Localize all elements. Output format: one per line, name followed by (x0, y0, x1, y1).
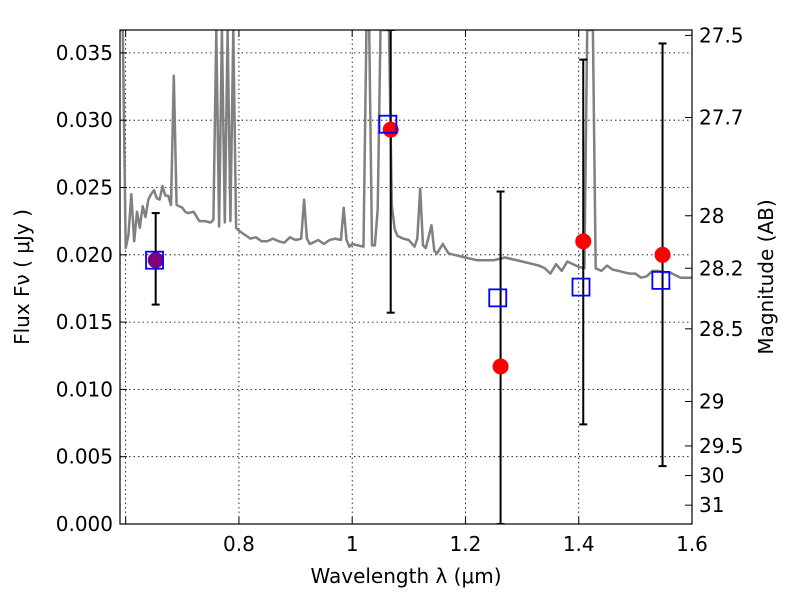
model-point (378, 114, 398, 134)
model-point (145, 250, 164, 270)
observed-point (492, 358, 509, 375)
y-tick-label: 0.000 (56, 512, 113, 536)
y-tick-label: 0.035 (56, 41, 113, 65)
y2-tick-label: 29.5 (699, 434, 744, 458)
x-axis-label: Wavelength λ (μm) (310, 564, 501, 588)
plot-area (120, 30, 692, 524)
y2-tick-label: 30 (699, 464, 724, 488)
y-tick-label: 0.005 (56, 445, 113, 469)
y-tick-label: 0.030 (56, 108, 113, 132)
axes: 0.8 1 1.2 1.4 1.6 0.000 0.005 0.010 0.015 0.020 0.… (56, 23, 744, 556)
model-point (651, 270, 671, 290)
y2-tick-label: 31 (699, 493, 724, 517)
y-tick-label: 0.025 (56, 175, 113, 199)
y2-tick-label: 27.5 (699, 23, 744, 47)
y2-tick-label: 28 (699, 204, 724, 228)
grid (120, 30, 693, 525)
y2-tick-label: 29 (699, 390, 724, 414)
y2-tick-label: 28.2 (699, 256, 744, 280)
y-tick-label: 0.010 (56, 377, 113, 401)
sed-line (120, 30, 692, 279)
observed-point (575, 233, 592, 250)
x-tick-label: 0.8 (223, 532, 255, 556)
observed-point (654, 246, 671, 263)
y-tick-label: 0.015 (56, 310, 113, 334)
model-point (488, 288, 508, 308)
y-tick-label: 0.020 (56, 243, 113, 267)
y2-tick-label: 27.7 (699, 105, 744, 129)
x-tick-label: 1.6 (676, 532, 708, 556)
y-axis-label: Flux Fν ( μJy ) (10, 209, 34, 345)
plot-frame (119, 29, 693, 525)
series-layer (120, 30, 692, 524)
y2-tick-label: 28.5 (699, 317, 744, 341)
x-tick-label: 1 (346, 532, 359, 556)
observed-point (147, 252, 164, 269)
x-tick-label: 1.4 (563, 532, 595, 556)
x-tick-label: 1.2 (450, 532, 482, 556)
model-point (571, 277, 591, 297)
y2-axis-label: Magnitude (AB) (754, 199, 778, 354)
